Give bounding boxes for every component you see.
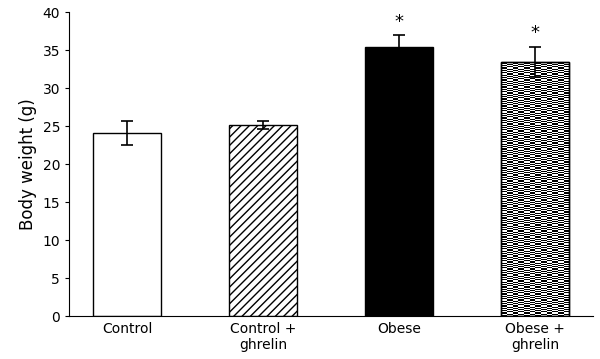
Text: *: * — [395, 13, 404, 31]
Bar — [365, 47, 433, 316]
Y-axis label: Body weight (g): Body weight (g) — [19, 98, 37, 230]
Bar — [93, 133, 161, 316]
Bar — [501, 62, 569, 316]
Bar — [229, 125, 297, 316]
Text: *: * — [531, 24, 540, 42]
Bar — [501, 62, 569, 316]
